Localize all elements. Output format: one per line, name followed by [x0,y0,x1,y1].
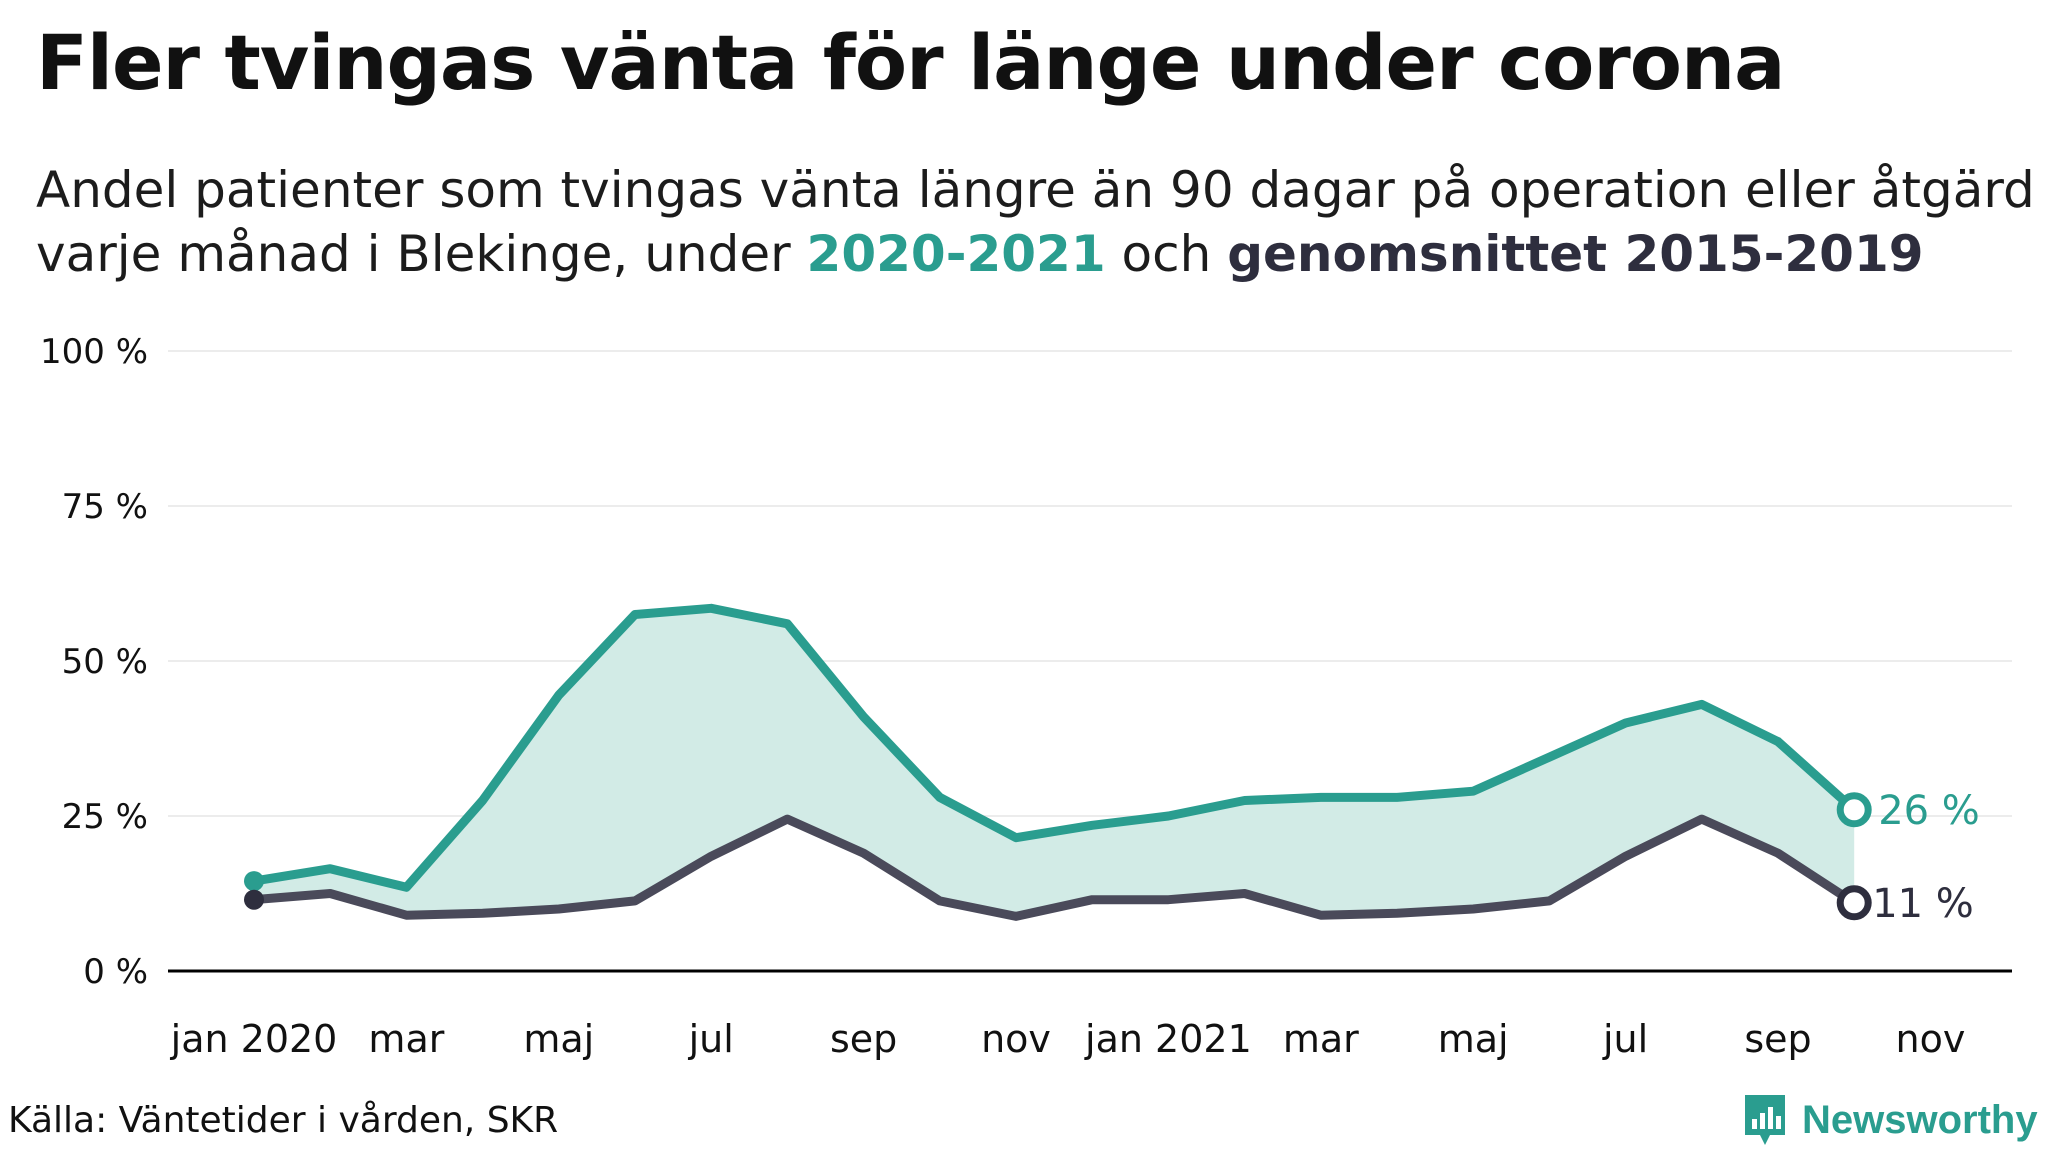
x-tick-label: sep [1744,1017,1811,1061]
x-tick-label: jan 2020 [170,1017,338,1061]
series-line-2020-2021 [249,603,1859,892]
chart-title: Fler tvingas vänta för länge under coron… [36,18,1785,107]
x-tick-label: maj [523,1017,594,1061]
source-note: Källa: Väntetider i vården, SKR [8,1100,559,1141]
brand-name: Newsworthy [1802,1097,2038,1142]
start-point-average [244,889,264,910]
y-tick-label: 75 % [62,487,148,527]
newsworthy-logo-icon [1745,1095,1785,1145]
brand-logo[interactable]: Newsworthy [1742,1090,2038,1150]
end-label-average: 11 % [1872,881,1974,927]
x-tick-label: jul [688,1017,734,1061]
end-label-2020-2021: 26 % [1878,788,1980,834]
x-tick-label: jul [1602,1017,1648,1061]
x-tick-label: maj [1438,1017,1509,1061]
subtitle-line-1: Andel patienter som tvingas vänta längre… [36,161,2035,219]
y-tick-label: 100 % [40,332,148,372]
x-axis-ticks: jan 2020 mar maj jul sep nov jan 2021 mar maj jul… [170,1017,1966,1061]
difference-band [254,608,1855,917]
series-line-average [249,814,1859,921]
subtitle-line-2: varje månad i Blekinge, under [36,225,807,283]
y-tick-label: 25 % [62,797,148,837]
x-tick-label: sep [830,1017,897,1061]
end-point-2020-2021 [1836,792,1872,828]
y-axis-ticks: 0 % 25 % 50 % 75 % 100 % [40,332,148,992]
start-point-2020-2021 [244,871,264,892]
subtitle-connector: och [1105,225,1228,283]
series-markers [244,792,1872,921]
x-tick-label: mar [1283,1017,1359,1061]
y-tick-label: 50 % [62,642,148,682]
subtitle-highlight-average: genomsnittet 2015-2019 [1227,225,1924,283]
x-tick-label: jan 2021 [1084,1017,1252,1061]
y-tick-label: 0 % [83,952,148,992]
chart-subtitle: Andel patienter som tvingas vänta längre… [36,158,2036,286]
x-tick-label: nov [981,1017,1051,1061]
subtitle-highlight-2020-2021: 2020-2021 [806,225,1106,283]
end-point-average [1836,885,1872,921]
x-tick-label: nov [1895,1017,1965,1061]
x-tick-label: mar [368,1017,444,1061]
